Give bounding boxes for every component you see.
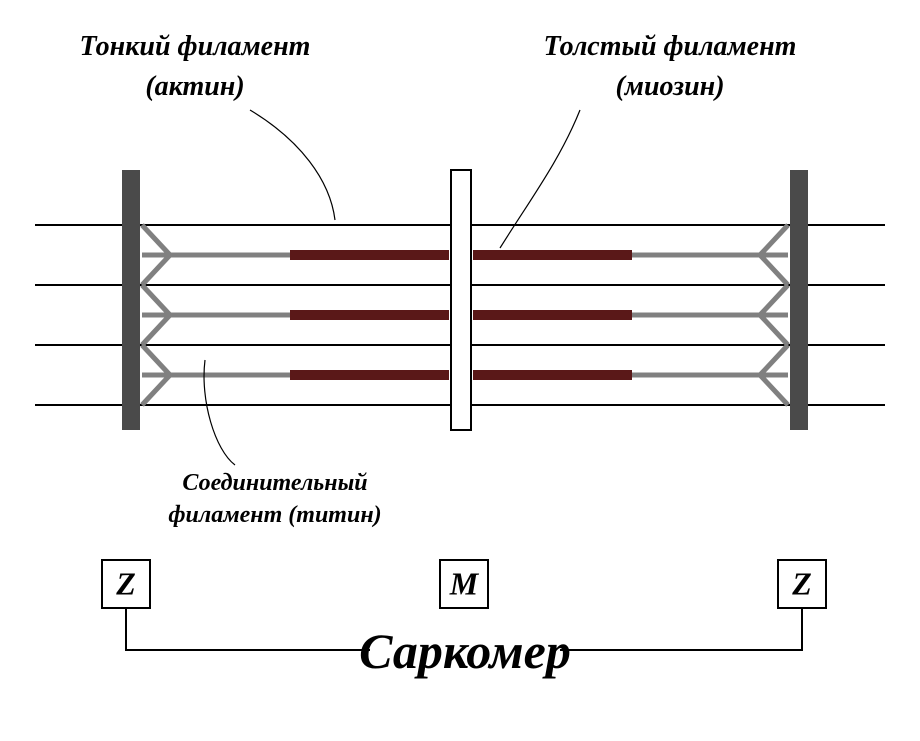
myosin-leader-line bbox=[500, 110, 580, 248]
titin-sublabel: филамент (титин) bbox=[168, 502, 381, 528]
sarcomere-diagram: Тонкий филамент (актин) Толстый филамент (м… bbox=[0, 0, 920, 741]
thick-filament-label: Толстый филамент bbox=[544, 31, 797, 62]
actin-leader-line bbox=[250, 110, 335, 220]
titin-chevron bbox=[760, 255, 788, 285]
titin-chevron bbox=[760, 225, 788, 255]
m-center-letter: M bbox=[449, 566, 480, 602]
z-disc-right bbox=[790, 170, 808, 430]
titin-chevron bbox=[142, 255, 170, 285]
thick-filament-sublabel: (миозин) bbox=[615, 71, 724, 102]
titin-chevron bbox=[142, 375, 170, 405]
titin-chevron bbox=[142, 285, 170, 315]
sarcomere-bracket-right bbox=[560, 608, 802, 650]
titin-chevron bbox=[760, 345, 788, 375]
sarcomere-title: Саркомер bbox=[359, 623, 571, 679]
sarcomere-bracket-left bbox=[126, 608, 370, 650]
titin-chevron bbox=[142, 315, 170, 345]
titin-chevron bbox=[142, 345, 170, 375]
titin-label: Соединительный bbox=[182, 470, 367, 496]
thin-filament-label: Тонкий филамент bbox=[80, 31, 311, 62]
z-disc-left bbox=[122, 170, 140, 430]
titin-chevron bbox=[760, 375, 788, 405]
titin-chevron bbox=[760, 285, 788, 315]
z-left-letter: Z bbox=[115, 566, 136, 602]
titin-chevron bbox=[760, 315, 788, 345]
z-right-letter: Z bbox=[791, 566, 812, 602]
titin-chevron bbox=[142, 225, 170, 255]
m-line bbox=[451, 170, 471, 430]
thin-filament-sublabel: (актин) bbox=[145, 71, 244, 102]
